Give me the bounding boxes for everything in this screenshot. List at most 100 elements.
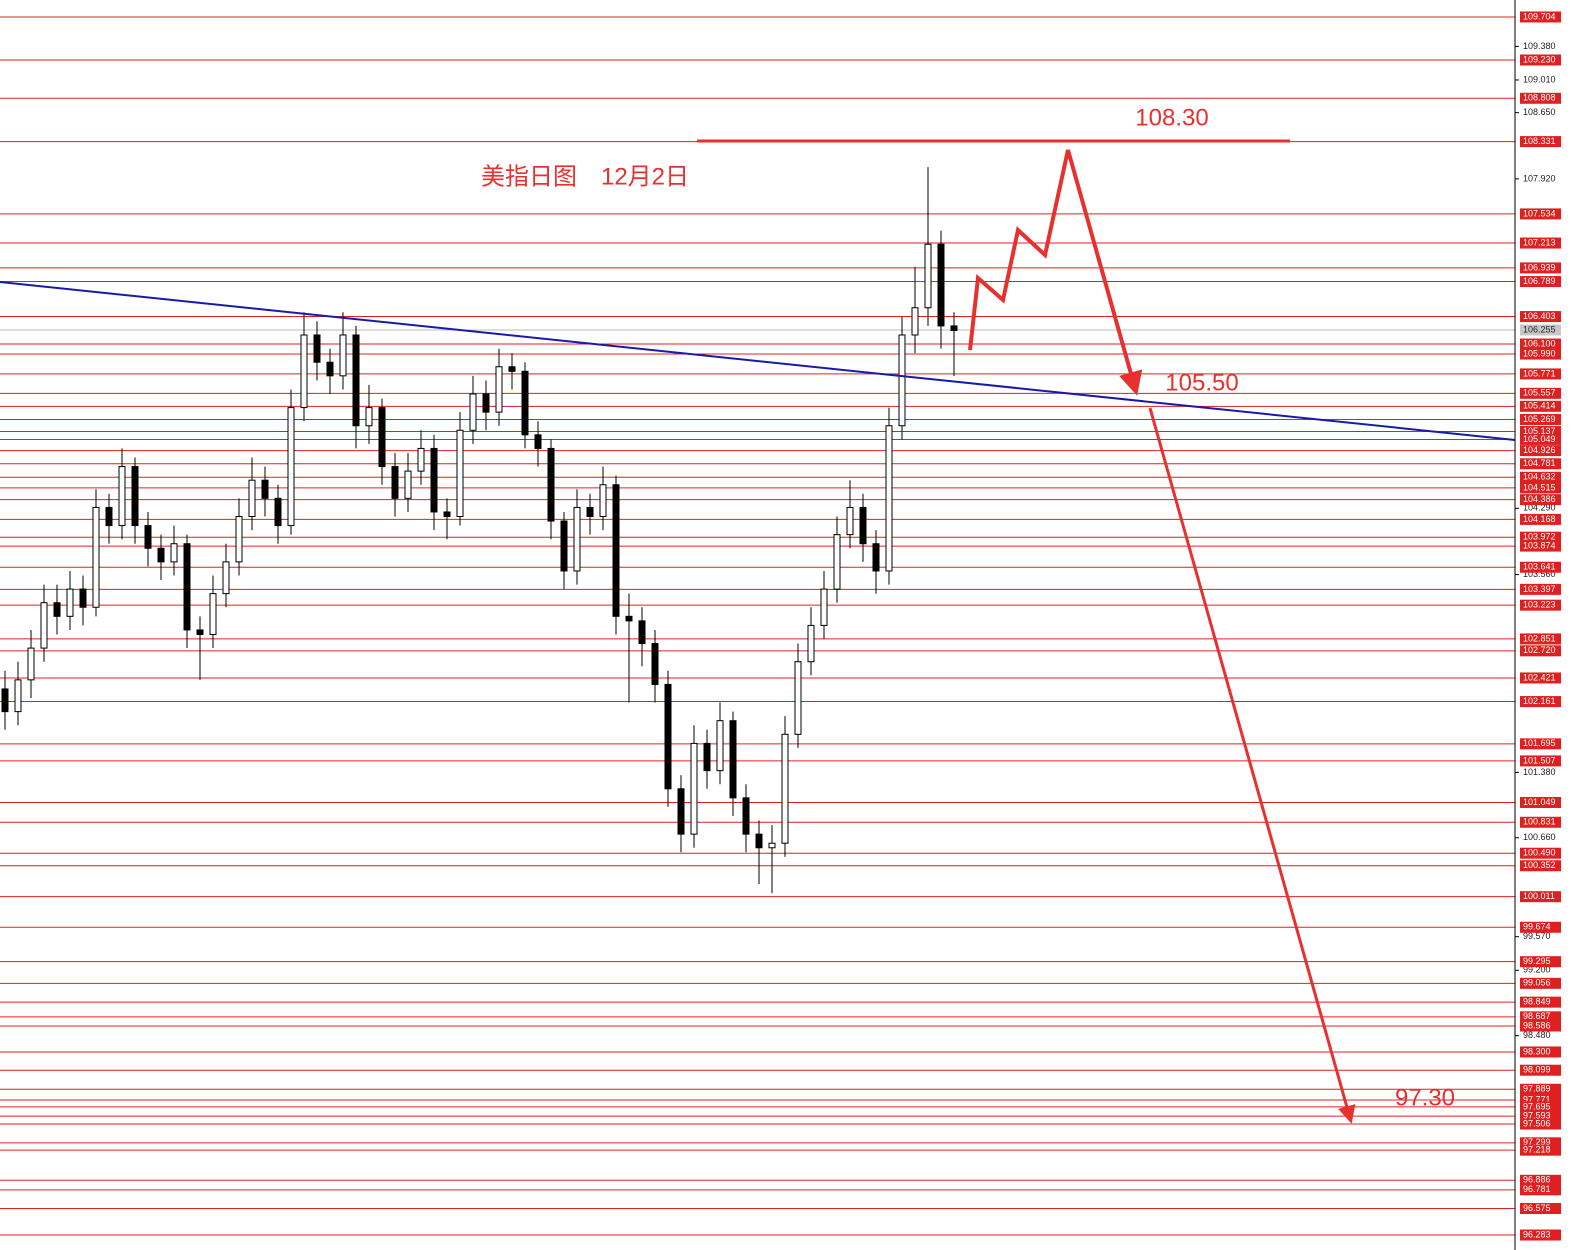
candle-body — [287, 407, 295, 527]
candle-body — [859, 506, 867, 545]
level-label-box — [1520, 311, 1561, 323]
level-label-box — [1520, 599, 1561, 611]
candle-body — [248, 479, 256, 517]
level-label: 97.218 — [1523, 1145, 1551, 1155]
level-label: 103.397 — [1523, 584, 1556, 594]
candle-body — [274, 497, 282, 527]
level-label: 104.515 — [1523, 482, 1556, 492]
level-label-box — [1520, 531, 1561, 543]
candle-body — [131, 466, 139, 527]
level-label-box — [1520, 1046, 1561, 1058]
candle-body — [495, 366, 503, 413]
level-label-box — [1520, 400, 1561, 412]
level-label: 105.990 — [1523, 348, 1556, 358]
candle-body — [352, 334, 360, 427]
candle-body — [40, 602, 48, 649]
level-label: 100.011 — [1523, 891, 1555, 901]
candle-body — [339, 334, 347, 377]
level-label-box — [1520, 471, 1561, 483]
candle-body — [365, 407, 373, 427]
level-label: 103.874 — [1523, 540, 1556, 550]
level-label-box — [1520, 633, 1561, 645]
y-tick-label: 109.380 — [1523, 41, 1556, 51]
candle-body — [807, 624, 815, 663]
level-label: 97.593 — [1523, 1111, 1551, 1121]
candle-body — [742, 797, 750, 835]
level-label: 98.586 — [1523, 1020, 1551, 1030]
level-label: 106.100 — [1523, 338, 1556, 348]
level-label: 98.687 — [1523, 1011, 1551, 1021]
level-label: 97.695 — [1523, 1101, 1551, 1111]
level-label-box — [1520, 513, 1561, 525]
level-label-box — [1520, 672, 1561, 684]
candle-body — [53, 602, 61, 617]
level-label: 97.299 — [1523, 1137, 1551, 1147]
candle-body — [560, 520, 568, 572]
level-label: 105.557 — [1523, 388, 1556, 398]
level-label-box — [1520, 1184, 1561, 1196]
level-label-box — [1520, 1229, 1561, 1241]
candle-body — [872, 543, 880, 572]
candle-body — [703, 742, 711, 772]
level-label: 106.403 — [1523, 311, 1556, 321]
level-label-box — [1520, 54, 1561, 66]
candle-body — [820, 588, 828, 626]
level-label: 103.641 — [1523, 562, 1556, 572]
level-label-box — [1520, 338, 1561, 350]
level-label: 104.926 — [1523, 445, 1556, 455]
candle-body — [430, 447, 438, 513]
level-label: 102.161 — [1523, 696, 1556, 706]
candle-body — [118, 466, 126, 527]
level-label-box — [1520, 847, 1561, 859]
level-label-box — [1520, 1094, 1561, 1106]
candle-body — [417, 447, 425, 472]
candle-body — [846, 506, 854, 536]
candle-body — [521, 370, 529, 436]
level-label-box — [1520, 1064, 1561, 1076]
candle-body — [885, 425, 893, 572]
level-label: 102.720 — [1523, 645, 1556, 655]
candle-body — [144, 525, 152, 549]
level-label-box — [1520, 1174, 1561, 1186]
current-price-label: 106.255 — [1523, 324, 1556, 334]
level-label: 106.789 — [1523, 276, 1556, 286]
candle-body — [950, 325, 958, 331]
level-label: 99.295 — [1523, 956, 1551, 966]
level-label: 97.889 — [1523, 1084, 1551, 1094]
candle-body — [794, 661, 802, 735]
level-label: 101.049 — [1523, 797, 1556, 807]
candle-body — [937, 243, 945, 327]
level-label-box — [1520, 1101, 1561, 1113]
candle-body — [534, 434, 542, 449]
level-label-box — [1520, 413, 1561, 425]
level-label: 104.168 — [1523, 514, 1556, 524]
annotation: 105.50 — [1165, 369, 1238, 396]
level-label: 106.939 — [1523, 262, 1556, 272]
candle-body — [456, 429, 464, 517]
candle-body — [651, 643, 659, 685]
level-label-box — [1520, 696, 1561, 708]
candle-body — [599, 484, 607, 517]
candle-body — [469, 393, 477, 431]
level-label: 108.331 — [1523, 136, 1556, 146]
level-label: 108.808 — [1523, 93, 1556, 103]
level-label-box — [1520, 92, 1561, 104]
candle-body — [482, 393, 490, 413]
y-tick-label: 108.650 — [1523, 107, 1556, 117]
level-label-box — [1520, 445, 1561, 457]
level-label-box — [1520, 1118, 1561, 1130]
level-label-box — [1520, 796, 1561, 808]
level-label-box — [1520, 11, 1561, 23]
level-label-box — [1520, 996, 1561, 1008]
y-tick-label: 99.200 — [1523, 965, 1551, 975]
candle-body — [170, 543, 178, 563]
level-label: 97.771 — [1523, 1094, 1551, 1104]
level-label-box — [1520, 237, 1561, 249]
level-label: 100.352 — [1523, 860, 1556, 870]
level-label: 98.849 — [1523, 997, 1551, 1007]
candle-body — [14, 679, 22, 713]
y-tick-label: 104.290 — [1523, 503, 1556, 513]
candle-body — [79, 588, 87, 608]
trend-line — [0, 281, 1516, 441]
